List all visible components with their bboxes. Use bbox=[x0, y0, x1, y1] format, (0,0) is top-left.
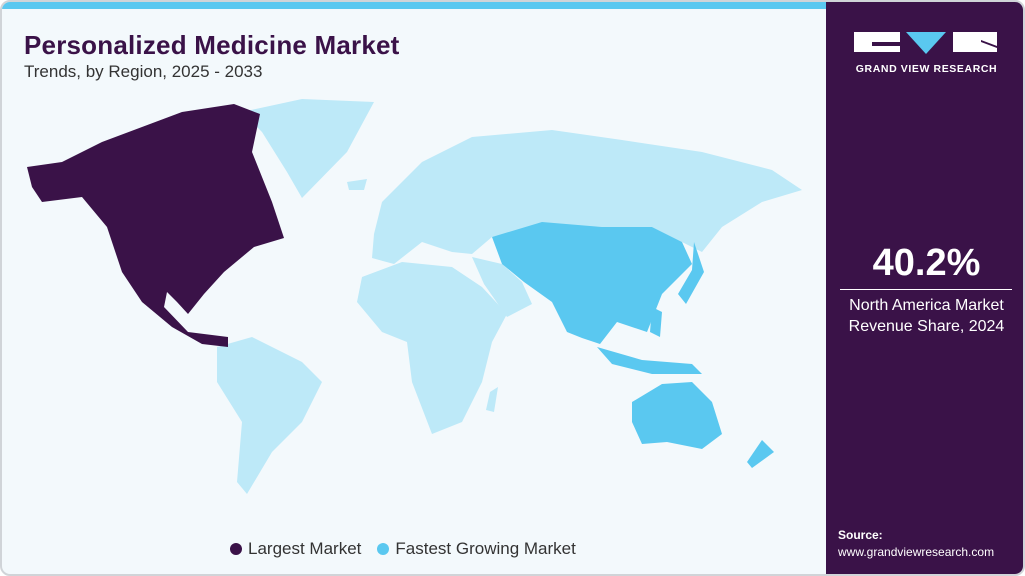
legend-dot-icon bbox=[377, 543, 390, 555]
logo-text: GRAND VIEW RESEARCH bbox=[855, 63, 998, 75]
north-america-region bbox=[27, 104, 284, 347]
philippines bbox=[650, 307, 662, 337]
iceland bbox=[347, 179, 367, 190]
south-america bbox=[217, 337, 322, 494]
stat-label: North America Market Revenue Share, 2024 bbox=[826, 295, 1023, 337]
asia-mainland bbox=[492, 222, 692, 344]
accent-bar bbox=[2, 2, 826, 9]
australia bbox=[632, 382, 722, 449]
source-url[interactable]: www.grandviewresearch.com bbox=[838, 545, 995, 559]
legend-dot-icon bbox=[230, 543, 242, 555]
new-zealand bbox=[747, 440, 774, 468]
stat-label-line: North America Market bbox=[849, 297, 1004, 314]
indonesia bbox=[597, 347, 702, 374]
legend-item-largest: Largest Market bbox=[230, 539, 361, 559]
africa bbox=[357, 262, 507, 434]
page-title: Personalized Medicine Market bbox=[24, 30, 400, 60]
world-map bbox=[27, 99, 802, 494]
madagascar bbox=[486, 387, 498, 412]
legend-label: Fastest Growing Market bbox=[395, 539, 576, 558]
page-subtitle: Trends, by Region, 2025 - 2033 bbox=[24, 62, 263, 81]
other-regions bbox=[217, 99, 802, 494]
map-legend: Largest Market Fastest Growing Market bbox=[230, 539, 576, 559]
sidebar: GRAND VIEW RESEARCH 40.2% North America … bbox=[826, 2, 1023, 574]
stat-value: 40.2% bbox=[872, 242, 981, 284]
greenland bbox=[242, 99, 374, 198]
north-america bbox=[27, 104, 284, 347]
legend-label: Largest Market bbox=[248, 539, 362, 558]
source-label: Source: bbox=[838, 528, 883, 542]
middle-east bbox=[472, 257, 532, 317]
uk bbox=[380, 207, 392, 230]
europe-russia bbox=[372, 130, 802, 264]
japan bbox=[678, 242, 704, 304]
asia-pacific-region bbox=[492, 222, 774, 468]
stat-label-line: Revenue Share, 2024 bbox=[848, 318, 1005, 335]
grand-view-research-logo bbox=[854, 32, 997, 54]
divider bbox=[840, 289, 1012, 290]
legend-item-fastest: Fastest Growing Market bbox=[377, 539, 576, 559]
